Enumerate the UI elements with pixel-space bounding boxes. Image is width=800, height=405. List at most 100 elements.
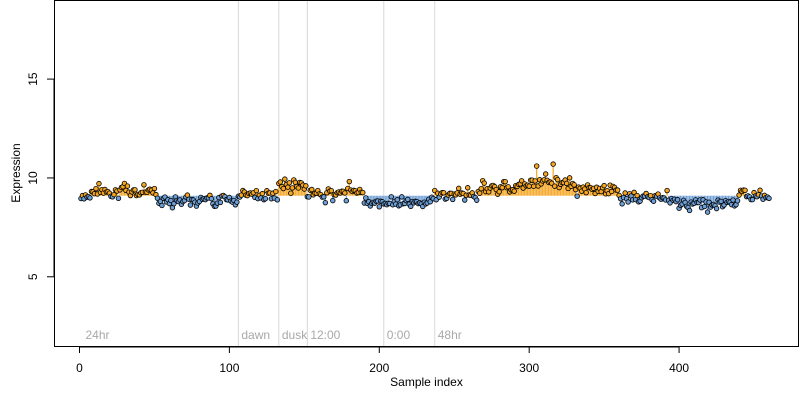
data-point bbox=[730, 197, 736, 203]
data-point bbox=[526, 183, 532, 189]
annotation-label: 0:00 bbox=[387, 328, 411, 342]
data-point bbox=[601, 182, 607, 189]
data-point bbox=[478, 185, 484, 192]
data-point bbox=[187, 202, 194, 208]
x-tick-label: 0 bbox=[76, 361, 83, 375]
data-point bbox=[346, 178, 353, 185]
data-point bbox=[465, 185, 471, 191]
data-point bbox=[132, 187, 138, 193]
data-point bbox=[532, 178, 538, 184]
x-tick-label: 400 bbox=[669, 361, 689, 375]
data-point bbox=[450, 196, 456, 203]
data-point bbox=[405, 196, 411, 203]
data-point bbox=[399, 194, 405, 200]
data-point bbox=[115, 195, 122, 202]
data-point bbox=[650, 198, 657, 204]
x-tick-label: 300 bbox=[519, 361, 539, 375]
y-tick-label: 5 bbox=[26, 273, 40, 280]
data-point bbox=[713, 205, 720, 212]
data-point bbox=[321, 194, 327, 200]
data-point bbox=[533, 163, 540, 169]
data-point bbox=[285, 184, 291, 190]
data-point bbox=[551, 183, 558, 189]
data-point bbox=[388, 194, 394, 200]
data-point bbox=[574, 193, 580, 199]
annotation-label: dawn bbox=[241, 328, 270, 342]
y-axis-label: Expression bbox=[9, 143, 23, 202]
y-tick-label: 15 bbox=[26, 72, 40, 86]
x-axis: 0 100 200 300 400 bbox=[76, 346, 689, 375]
data-point bbox=[253, 187, 260, 194]
data-point bbox=[474, 197, 480, 203]
data-point bbox=[93, 185, 99, 192]
data-point bbox=[505, 184, 511, 190]
data-point bbox=[619, 201, 625, 207]
data-point bbox=[704, 209, 711, 215]
y-tick-label: 10 bbox=[26, 171, 40, 185]
data-point bbox=[742, 187, 748, 194]
data-point bbox=[87, 195, 93, 201]
data-point bbox=[282, 176, 288, 182]
data-point bbox=[111, 191, 117, 198]
data-point bbox=[273, 188, 279, 195]
data-point bbox=[154, 195, 161, 201]
data-point bbox=[295, 185, 302, 191]
data-point bbox=[511, 188, 517, 194]
data-point bbox=[736, 192, 742, 198]
x-axis-label: Sample index bbox=[390, 375, 463, 389]
data-point bbox=[408, 203, 414, 210]
data-point bbox=[303, 183, 309, 189]
data-point bbox=[631, 189, 637, 196]
data-point bbox=[262, 196, 269, 202]
annotation-label: dusk bbox=[282, 328, 308, 342]
data-point bbox=[502, 178, 508, 185]
data-point bbox=[608, 188, 615, 195]
data-point bbox=[280, 185, 287, 192]
data-point bbox=[234, 199, 240, 205]
data-point bbox=[376, 204, 382, 210]
data-point bbox=[749, 196, 756, 203]
data-point bbox=[277, 179, 284, 185]
data-point bbox=[289, 185, 296, 191]
data-point bbox=[554, 176, 561, 183]
data-point bbox=[542, 171, 549, 177]
data-point bbox=[456, 185, 462, 192]
data-point bbox=[343, 198, 350, 204]
annotation-label: 24hr bbox=[85, 328, 109, 342]
x-tick-label: 100 bbox=[219, 361, 239, 375]
data-point bbox=[168, 197, 174, 204]
data-point bbox=[571, 182, 577, 188]
data-point bbox=[634, 192, 640, 199]
data-point bbox=[286, 180, 293, 186]
data-point bbox=[141, 182, 147, 188]
data-point bbox=[550, 161, 556, 167]
data-point bbox=[499, 184, 505, 191]
data-point bbox=[288, 190, 294, 196]
data-point bbox=[124, 183, 131, 189]
data-point bbox=[674, 197, 681, 203]
data-point bbox=[664, 187, 670, 194]
data-point bbox=[151, 185, 158, 192]
data-point bbox=[217, 199, 224, 206]
data-point bbox=[566, 175, 573, 181]
data-point bbox=[757, 187, 763, 193]
annotation-label: 48hr bbox=[438, 328, 462, 342]
data-point bbox=[309, 186, 315, 193]
plot-frame bbox=[54, 0, 799, 347]
data-points-layer bbox=[78, 161, 772, 215]
data-point bbox=[330, 197, 336, 204]
data-point bbox=[622, 190, 628, 196]
data-point bbox=[462, 197, 468, 203]
data-point bbox=[208, 196, 215, 202]
guide-lines-layer bbox=[237, 1, 436, 346]
x-tick-label: 200 bbox=[369, 361, 389, 375]
data-point bbox=[159, 202, 165, 209]
data-point bbox=[766, 195, 772, 202]
data-point bbox=[259, 190, 266, 197]
data-point bbox=[342, 190, 348, 196]
data-point bbox=[614, 187, 621, 193]
data-point bbox=[363, 195, 369, 201]
y-axis: 5 10 15 bbox=[26, 72, 55, 280]
